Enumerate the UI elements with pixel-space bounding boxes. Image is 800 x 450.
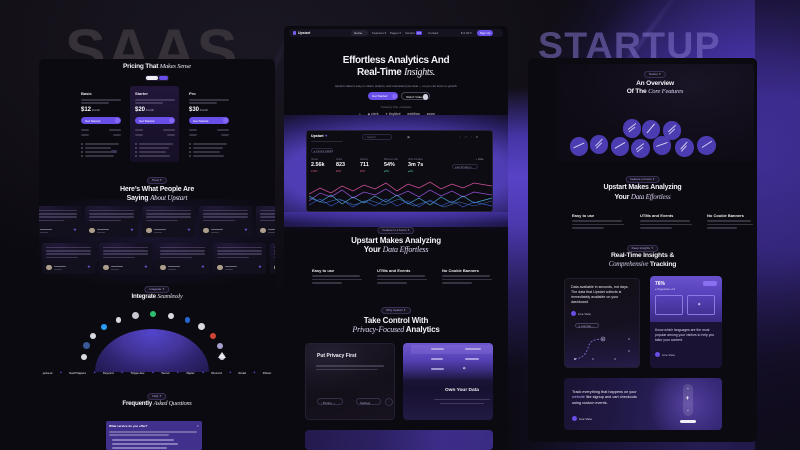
svg-text:×: × — [602, 337, 604, 341]
